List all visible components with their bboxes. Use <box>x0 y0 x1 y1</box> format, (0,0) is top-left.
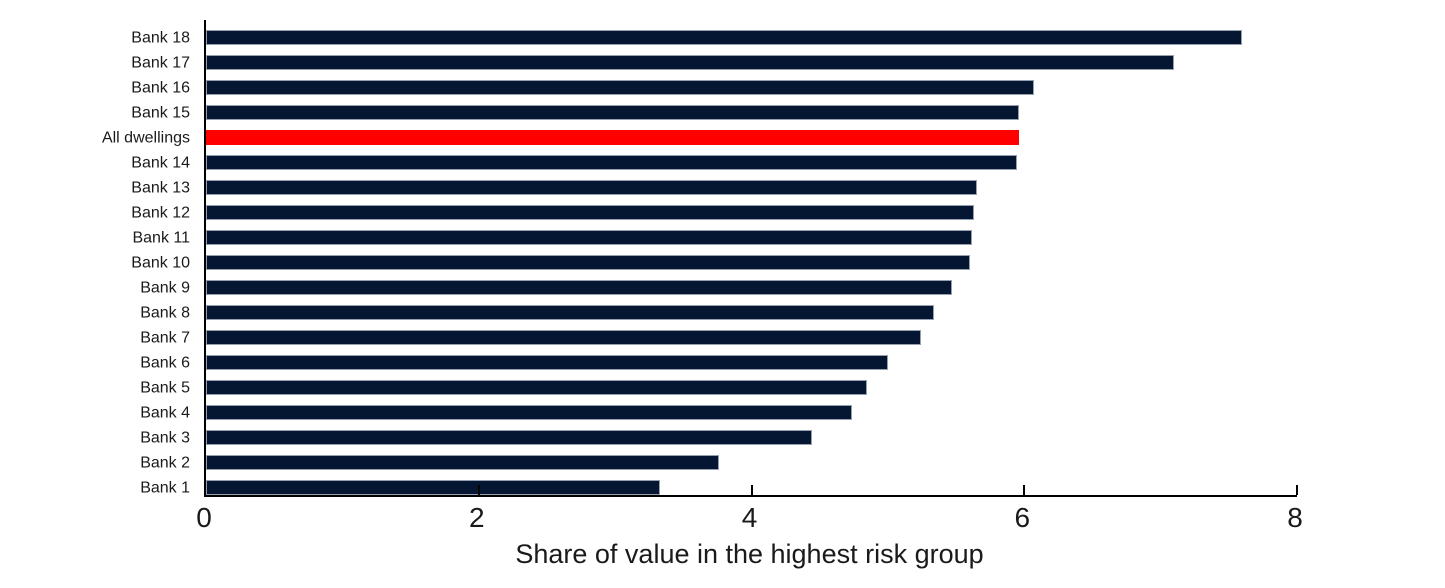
x-axis-title: Share of value in the highest risk group <box>515 539 984 569</box>
bar-bank-2 <box>206 455 719 470</box>
bar-bank-18 <box>206 30 1243 45</box>
x-tick-8 <box>1296 485 1298 495</box>
category-label-bank-13: Bank 13 <box>131 179 190 196</box>
category-label-bank-6: Bank 6 <box>140 354 190 371</box>
bar-bank-13 <box>206 180 977 195</box>
bar-bank-15 <box>206 105 1019 120</box>
bar-bank-14 <box>206 155 1018 170</box>
bar-bank-1 <box>206 480 661 495</box>
bar-bank-16 <box>206 80 1034 95</box>
bar-bank-17 <box>206 55 1175 70</box>
plot-area <box>204 20 1298 497</box>
category-label-bank-15: Bank 15 <box>131 104 190 121</box>
x-tick-4 <box>750 485 753 495</box>
category-label-all-dwellings: All dwellings <box>101 129 190 146</box>
category-label-bank-18: Bank 18 <box>131 29 190 46</box>
x-tick-2 <box>477 485 480 495</box>
bar-bank-7 <box>206 330 921 345</box>
bar-bank-11 <box>206 230 973 245</box>
x-tick-6 <box>1023 485 1026 495</box>
bar-all-dwellings <box>206 130 1019 145</box>
x-tick-label-2: 2 <box>468 502 485 533</box>
bar-bank-3 <box>206 430 812 445</box>
category-label-bank-17: Bank 17 <box>131 54 190 71</box>
bar-bank-8 <box>206 305 935 320</box>
bar-bank-10 <box>206 255 970 270</box>
category-label-bank-2: Bank 2 <box>140 454 190 471</box>
category-label-bank-16: Bank 16 <box>131 79 190 96</box>
bar-bank-12 <box>206 205 974 220</box>
bar-bank-6 <box>206 355 888 370</box>
category-label-bank-7: Bank 7 <box>140 329 190 346</box>
category-label-bank-3: Bank 3 <box>140 429 190 446</box>
category-label-bank-8: Bank 8 <box>140 304 190 321</box>
category-label-bank-5: Bank 5 <box>140 379 190 396</box>
category-label-bank-4: Bank 4 <box>140 404 190 421</box>
category-label-bank-14: Bank 14 <box>131 154 190 171</box>
x-tick-label-0: 0 <box>196 502 212 533</box>
y-axis-category-labels: Bank 18 Bank 17 Bank 16 Bank 15 All dwelling… <box>0 20 190 496</box>
category-label-bank-11: Bank 11 <box>132 229 190 246</box>
x-axis-tick-labels: 0 2 4 6 8 <box>196 502 1303 535</box>
bar-bank-9 <box>206 280 952 295</box>
x-tick-label-6: 6 <box>1014 502 1031 533</box>
category-label-bank-12: Bank 12 <box>131 204 190 221</box>
category-label-bank-1: Bank 1 <box>140 479 190 496</box>
bar-bank-4 <box>206 405 853 420</box>
x-tick-label-4: 4 <box>741 502 758 533</box>
bar-bank-5 <box>206 380 868 395</box>
category-label-bank-10: Bank 10 <box>131 254 190 271</box>
x-tick-label-8: 8 <box>1287 502 1303 533</box>
category-label-bank-9: Bank 9 <box>140 279 190 296</box>
